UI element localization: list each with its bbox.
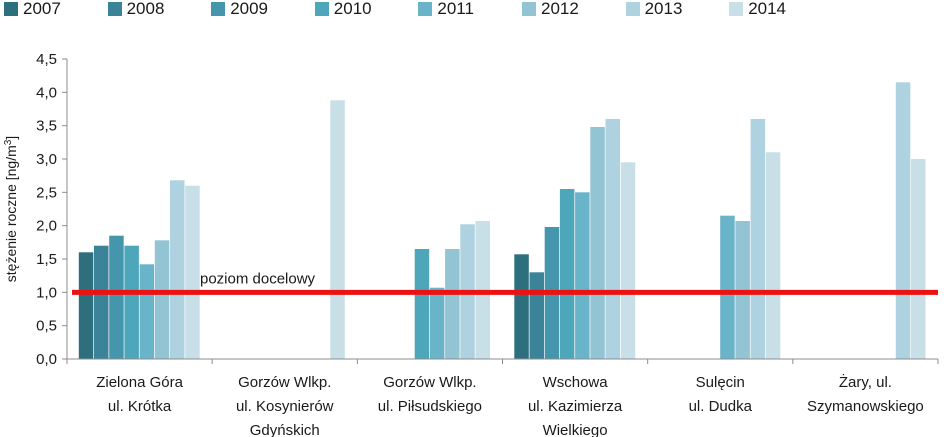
bar-2013-0: [170, 180, 185, 359]
legend-swatch: [418, 2, 433, 16]
x-category-label: Żary, ul.: [839, 373, 892, 391]
bar-2010-3: [559, 189, 575, 359]
y-tick-label: 1,0: [36, 284, 57, 301]
x-category-label: ul. Krótka: [108, 398, 172, 415]
bar-2013-3: [605, 119, 620, 359]
bar-2014-5: [911, 159, 926, 359]
x-category-label: Gorzów Wlkp.: [238, 374, 331, 391]
x-category-label: Zielona Góra: [96, 374, 183, 391]
bar-2013-4: [750, 119, 766, 359]
legend-label: 2008: [126, 0, 165, 18]
bar-2008-0: [94, 245, 109, 359]
x-category-label: ul. Piłsudskiego: [378, 398, 482, 415]
y-tick-label: 3,5: [36, 118, 57, 135]
x-category-label: Wielkiego: [543, 422, 608, 437]
y-tick-label: 4,5: [36, 51, 57, 68]
bar-2014-0: [185, 185, 200, 359]
x-category-label: Wschowa: [543, 374, 609, 391]
bar-2008-3: [529, 272, 544, 359]
legend-swatch: [107, 2, 122, 16]
bar-2014-3: [620, 162, 636, 359]
y-tick-label: 2,0: [36, 218, 57, 235]
legend-label: 2010: [333, 0, 372, 18]
legend-label: 2013: [644, 0, 683, 18]
x-category-label: Gdyńskich: [250, 422, 320, 437]
bar-2010-0: [124, 245, 139, 359]
legend-swatch: [625, 2, 640, 16]
bar-2012-3: [590, 127, 605, 359]
bar-2014-1: [330, 100, 345, 360]
y-tick-label: 0,5: [36, 318, 57, 335]
bar-2013-5: [895, 82, 911, 360]
bar-2007-0: [78, 252, 94, 359]
x-category-label: ul. Dudka: [689, 398, 753, 415]
bar-2011-3: [575, 192, 590, 359]
bar-2011-2: [429, 287, 445, 359]
bar-2011-0: [139, 264, 155, 359]
bar-2012-0: [154, 240, 170, 359]
legend-label: 2009: [230, 0, 269, 18]
legend-label: 2014: [748, 0, 787, 18]
y-axis-title: stężenie roczne [ng/m3]: [3, 136, 19, 282]
x-category-label: Szymanowskiego: [807, 398, 924, 415]
legend-swatch: [211, 2, 226, 16]
y-tick-label: 4,0: [36, 84, 57, 101]
target-level-label: poziom docelowy: [200, 270, 316, 287]
legend-label: 2007: [23, 0, 61, 18]
x-category-label: ul. Kazimierza: [528, 398, 623, 415]
y-tick-label: 1,5: [36, 251, 57, 268]
legend-label: 2012: [541, 0, 579, 18]
legend-swatch: [314, 2, 329, 16]
bar-2012-2: [445, 249, 460, 359]
x-category-label: Gorzów Wlkp.: [383, 374, 476, 391]
legend-swatch: [729, 2, 744, 16]
bar-2014-4: [765, 152, 781, 359]
bar-2009-0: [109, 235, 124, 359]
legend-swatch: [522, 2, 536, 16]
legend-label: 2011: [437, 0, 474, 18]
bar-2011-4: [720, 215, 735, 359]
bar-2007-3: [514, 254, 529, 359]
x-category-label: ul. Kosynierów: [236, 398, 334, 415]
y-tick-label: 0,0: [36, 351, 57, 368]
legend-swatch: [4, 2, 18, 16]
y-tick-label: 3,0: [36, 151, 57, 168]
x-category-label: Sulęcin: [696, 374, 745, 391]
bar-2010-2: [414, 249, 430, 359]
y-tick-label: 2,5: [36, 184, 57, 201]
